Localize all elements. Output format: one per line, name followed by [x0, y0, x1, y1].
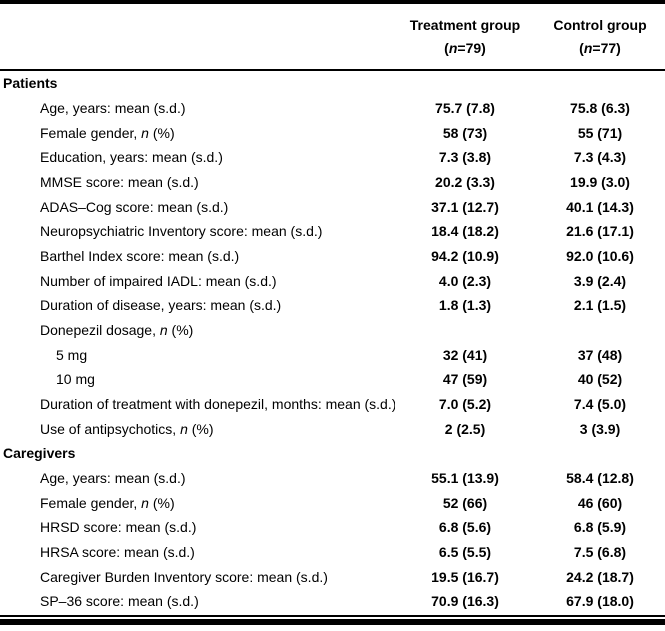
table-row: Age, years: mean (s.d.) 75.7 (7.8) 75.8 …: [0, 96, 665, 121]
row-label: Patients: [3, 75, 58, 92]
treatment-group-title: Treatment group: [409, 17, 521, 34]
table-row: Neuropsychiatric Inventory score: mean (…: [0, 219, 665, 244]
table-row: HRSD score: mean (s.d.) 6.8 (5.6) 6.8 (5…: [0, 515, 665, 540]
control-value: 92.0 (10.6): [566, 248, 634, 265]
row-label: Use of antipsychotics, n (%): [40, 420, 214, 437]
table-row: Duration of treatment with donepezil, mo…: [0, 392, 665, 417]
row-label: Female gender, n (%): [40, 124, 175, 141]
table-row: Use of antipsychotics, n (%) 2 (2.5) 3 (…: [0, 416, 665, 441]
treatment-value: 32 (41): [442, 346, 488, 363]
control-value: 7.4 (5.0): [573, 396, 627, 413]
control-value: 55 (71): [577, 124, 623, 141]
row-label: Barthel Index score: mean (s.d.): [40, 248, 240, 265]
treatment-value: 75.7 (7.8): [435, 100, 495, 116]
control-value: 58.4 (12.8): [566, 470, 634, 487]
treatment-value: 1.8 (1.3): [438, 297, 492, 314]
table-row: HRSA score: mean (s.d.) 6.5 (5.5) 7.5 (6…: [0, 540, 665, 565]
row-label: Female gender, n (%): [40, 494, 175, 511]
row-label: Neuropsychiatric Inventory score: mean (…: [40, 223, 323, 240]
treatment-value: 20.2 (3.3): [435, 174, 495, 191]
row-label: Duration of treatment with donepezil, mo…: [40, 396, 395, 413]
table-row: Duration of disease, years: mean (s.d.) …: [0, 293, 665, 318]
table-row: 5 mg 32 (41) 37 (48): [0, 342, 665, 367]
control-group-n: (n=77): [579, 39, 621, 56]
treatment-value: 6.5 (5.5): [438, 544, 492, 561]
table-row: SP–36 score: mean (s.d.) 70.9 (16.3) 67.…: [0, 589, 665, 614]
table-row: Caregivers: [0, 441, 665, 466]
row-label: ADAS–Cog score: mean (s.d.): [40, 198, 229, 215]
top-rule: [0, 0, 665, 4]
control-value: 7.5 (6.8): [573, 544, 627, 561]
row-label: SP–36 score: mean (s.d.): [40, 593, 199, 610]
treatment-value: 70.9 (16.3): [431, 593, 499, 610]
table-row: 10 mg 47 (59) 40 (52): [0, 367, 665, 392]
control-value: 7.3 (4.3): [573, 149, 627, 166]
row-label: 5 mg: [56, 346, 88, 363]
table-row: Barthel Index score: mean (s.d.) 94.2 (1…: [0, 244, 665, 269]
treatment-value: 6.8 (5.6): [438, 519, 492, 536]
control-value: 40.1 (14.3): [566, 198, 634, 215]
bottom-thick-rule: [0, 618, 665, 625]
control-value: 37 (48): [577, 346, 623, 363]
table-row: Female gender, n (%) 58 (73) 55 (71): [0, 120, 665, 145]
row-label: HRSA score: mean (s.d.): [40, 544, 195, 561]
treatment-value: 47 (59): [442, 371, 488, 388]
treatment-value: 52 (66): [442, 494, 488, 511]
row-label: Age, years: mean (s.d.): [40, 470, 186, 487]
table-row: Education, years: mean (s.d.) 7.3 (3.8) …: [0, 145, 665, 170]
treatment-value: 18.4 (18.2): [431, 223, 499, 240]
treatment-value: 7.3 (3.8): [438, 149, 492, 166]
treatment-value: 7.0 (5.2): [438, 396, 492, 413]
control-value: 6.8 (5.9): [573, 519, 627, 536]
control-value: 3 (3.9): [579, 420, 621, 437]
control-value: 19.9 (3.0): [570, 174, 630, 191]
control-value: 21.6 (17.1): [566, 223, 634, 240]
treatment-value: 19.5 (16.7): [431, 568, 499, 585]
treatment-value: 94.2 (10.9): [431, 248, 499, 265]
control-value: 2.1 (1.5): [573, 297, 627, 314]
bottom-rules: [0, 614, 665, 625]
treatment-group-n: (n=79): [444, 39, 486, 56]
table-row: Donepezil dosage, n (%): [0, 318, 665, 343]
row-label: Education, years: mean (s.d.): [40, 149, 223, 166]
control-value: 46 (60): [577, 494, 623, 511]
table-row: ADAS–Cog score: mean (s.d.) 37.1 (12.7) …: [0, 194, 665, 219]
treatment-value: 55.1 (13.9): [431, 470, 499, 487]
bottom-thin-rule: [0, 614, 665, 617]
header-rule: [0, 69, 665, 71]
row-label: Age, years: mean (s.d.): [40, 100, 186, 116]
row-label: Caregivers: [3, 445, 76, 462]
treatment-value: 58 (73): [442, 124, 488, 141]
row-label: Caregiver Burden Inventory score: mean (…: [40, 568, 328, 585]
control-value: 40 (52): [577, 371, 623, 388]
table-row: Caregiver Burden Inventory score: mean (…: [0, 564, 665, 589]
row-label: Donepezil dosage, n (%): [40, 322, 194, 339]
row-label: MMSE score: mean (s.d.): [40, 174, 199, 191]
control-value: 3.9 (2.4): [573, 272, 627, 289]
column-header-treatment: Treatment group (n=79): [395, 14, 535, 59]
table-header: Treatment group (n=79) Control group (n=…: [0, 4, 665, 69]
control-group-title: Control group: [553, 17, 647, 34]
control-value: 67.9 (18.0): [566, 593, 634, 610]
row-label: Duration of disease, years: mean (s.d.): [40, 297, 282, 314]
row-label: 10 mg: [56, 371, 95, 388]
row-label: HRSD score: mean (s.d.): [40, 519, 197, 536]
treatment-value: 4.0 (2.3): [438, 272, 492, 289]
table-body: Patients Age, years: mean (s.d.) 75.7 (7…: [0, 71, 665, 614]
table-row: MMSE score: mean (s.d.) 20.2 (3.3) 19.9 …: [0, 170, 665, 195]
row-label: Number of impaired IADL: mean (s.d.): [40, 272, 277, 289]
control-value: 75.8 (6.3): [570, 100, 630, 116]
table-row: Age, years: mean (s.d.) 55.1 (13.9) 58.4…: [0, 466, 665, 491]
treatment-value: 37.1 (12.7): [431, 198, 499, 215]
control-value: 24.2 (18.7): [566, 568, 634, 585]
column-header-control: Control group (n=77): [535, 14, 665, 59]
treatment-value: 2 (2.5): [444, 420, 486, 437]
table-row: Female gender, n (%) 52 (66) 46 (60): [0, 490, 665, 515]
table-row: Patients: [0, 71, 665, 96]
table-row: Number of impaired IADL: mean (s.d.) 4.0…: [0, 268, 665, 293]
